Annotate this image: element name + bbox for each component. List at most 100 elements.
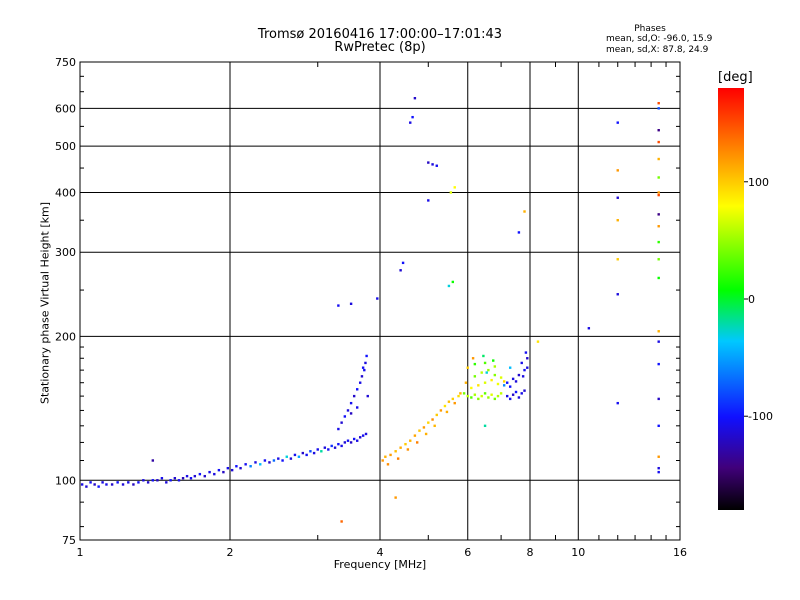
data-point [487, 396, 490, 399]
data-point [358, 436, 362, 439]
data-point [151, 479, 155, 482]
y-tick-label: 300 [55, 246, 76, 259]
colorbar-label: [deg] [718, 70, 753, 85]
data-point [327, 448, 330, 451]
x-tick-label: 2 [227, 546, 234, 559]
data-point [493, 373, 497, 377]
data-point [422, 426, 426, 429]
data-point [268, 461, 271, 464]
data-point [239, 466, 242, 470]
data-point [151, 459, 155, 462]
data-point [496, 394, 500, 398]
data-point [445, 410, 449, 414]
data-point [355, 439, 359, 442]
data-point [320, 450, 323, 453]
data-point [337, 304, 340, 307]
x-tick-label: 6 [464, 546, 471, 559]
data-point [337, 442, 340, 446]
data-point [473, 375, 477, 378]
data-point [222, 470, 225, 474]
data-point [349, 401, 353, 405]
data-point [483, 392, 487, 395]
data-point [523, 368, 526, 372]
data-point [105, 483, 108, 486]
data-point [101, 481, 104, 484]
data-point [259, 463, 262, 466]
data-point [349, 302, 353, 305]
data-point [473, 362, 477, 366]
data-point [524, 351, 528, 354]
data-point [508, 385, 512, 388]
data-point [657, 193, 660, 197]
data-point [177, 479, 181, 482]
data-point [453, 401, 456, 405]
axis-ticks: 1 2 4 6 8 10 16 75 100 200 300 400 500 600 750 [55, 56, 687, 559]
x-tick-label: 8 [527, 546, 534, 559]
data-point [160, 477, 164, 480]
data-point [521, 375, 525, 378]
data-point [384, 455, 387, 458]
data-point [281, 459, 284, 462]
data-point [116, 481, 119, 484]
data-point [657, 276, 660, 280]
data-point [502, 380, 506, 383]
data-point [346, 409, 350, 412]
data-point [349, 441, 353, 444]
data-point [657, 157, 660, 161]
data-point [482, 354, 485, 358]
data-point [285, 455, 288, 458]
data-point [457, 394, 460, 398]
data-point [616, 401, 619, 405]
data-point [364, 361, 367, 365]
data-point [462, 392, 466, 395]
y-tick-label: 750 [55, 56, 76, 69]
data-point [121, 483, 125, 486]
data-point [404, 442, 407, 446]
data-point [142, 479, 145, 482]
data-point [343, 441, 347, 444]
plot-frame [79, 61, 681, 541]
colorbar-tick-label: 100 [748, 176, 769, 189]
data-point [505, 381, 509, 384]
y-tick-label: 500 [55, 140, 76, 153]
data-point [451, 397, 455, 401]
data-point [343, 415, 347, 418]
data-point [361, 366, 365, 369]
data-point [431, 418, 434, 421]
data-point [427, 421, 430, 424]
data-point [657, 258, 660, 261]
data-point [490, 378, 493, 382]
data-point [657, 330, 660, 333]
data-point [293, 453, 297, 457]
data-point [132, 483, 135, 486]
data-point [657, 240, 660, 244]
data-point [110, 483, 114, 486]
data-point [496, 382, 500, 386]
data-point [492, 359, 495, 362]
data-point [439, 409, 443, 412]
data-point [346, 439, 350, 442]
data-point [394, 496, 397, 499]
data-point [406, 448, 410, 451]
data-point [418, 429, 421, 432]
chart-title: Tromsø 20160416 17:00:00–17:01:43 [257, 27, 503, 42]
data-point [520, 361, 523, 365]
data-point [401, 261, 405, 265]
data-point [355, 388, 359, 391]
data-point [333, 446, 337, 449]
data-point [511, 377, 515, 381]
data-point [477, 384, 480, 387]
data-point [424, 432, 428, 436]
data-point [394, 450, 397, 453]
data-point [376, 297, 379, 300]
data-point [453, 186, 456, 189]
data-point [657, 213, 660, 216]
data-point [355, 406, 359, 409]
data-point [415, 441, 419, 444]
data-point [508, 397, 512, 401]
x-tick-label: 4 [377, 546, 384, 559]
stats-x-mode: mean, sd,X: 87.8, 24.9 [606, 45, 709, 55]
data-point [517, 373, 521, 377]
data-point [427, 161, 430, 164]
data-point [485, 371, 488, 374]
